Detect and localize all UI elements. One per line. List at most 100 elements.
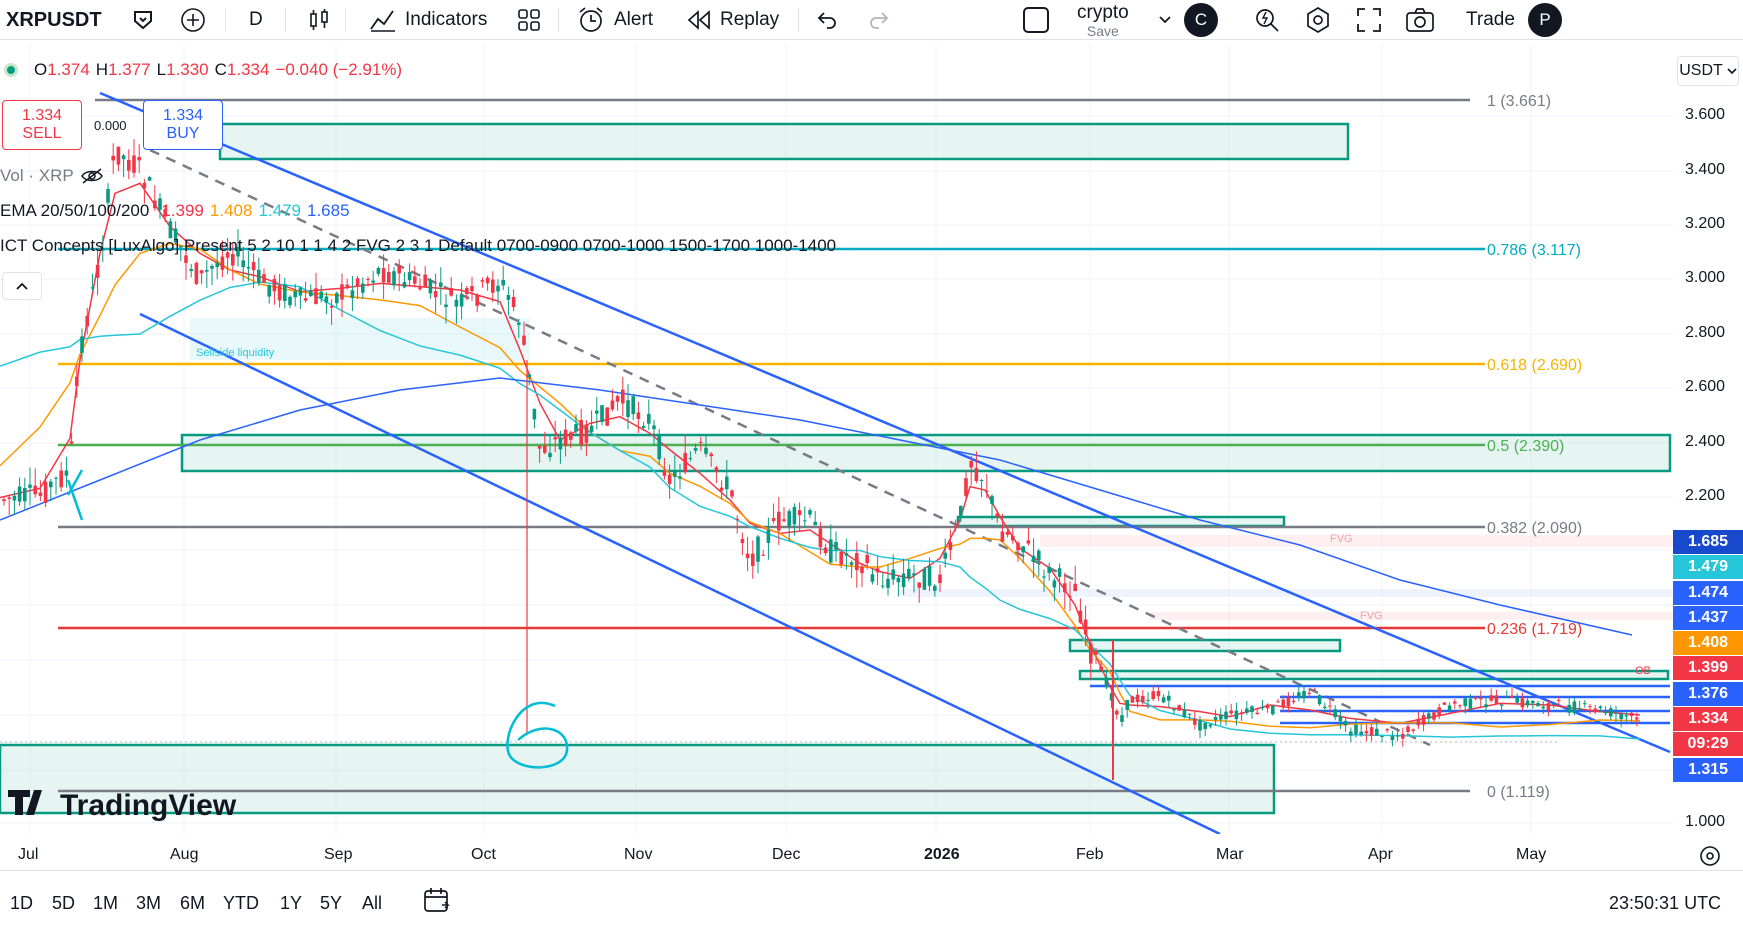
trade-button[interactable]: Trade bbox=[1466, 0, 1515, 40]
range-button-5y[interactable]: 5Y bbox=[320, 893, 343, 913]
price-tag: 1.437 bbox=[1673, 606, 1743, 630]
volume-legend[interactable]: Vol · XRP bbox=[0, 166, 104, 186]
candle-body bbox=[298, 287, 303, 296]
range-button-1d[interactable]: 1D bbox=[10, 893, 34, 913]
utc-clock[interactable]: 23:50:31 UTC bbox=[1609, 893, 1722, 913]
settings-gear-icon[interactable] bbox=[1304, 0, 1332, 40]
candle-body bbox=[751, 553, 755, 567]
fullscreen-icon[interactable] bbox=[1356, 0, 1382, 40]
range-button-ytd[interactable]: YTD bbox=[223, 893, 259, 913]
compare-add-icon[interactable] bbox=[180, 0, 206, 40]
watchlist-add-icon[interactable] bbox=[131, 0, 155, 40]
volume-label: Vol · XRP bbox=[0, 166, 74, 185]
price-chart[interactable]: 1 (3.661) 0.786 (3.117) 0.618 (2.690) 0.5 (… bbox=[0, 44, 1673, 834]
ohlc-change: −0.040 (−2.91%) bbox=[275, 60, 403, 79]
time-axis-settings-icon[interactable] bbox=[1698, 844, 1722, 873]
fib-level-label: 1 (3.661) bbox=[1487, 93, 1551, 110]
chevron-up-icon bbox=[16, 282, 28, 290]
ict-concepts-legend[interactable]: ICT Concepts [LuxAlgo] Present 5 2 10 1 … bbox=[0, 236, 836, 256]
candle-body bbox=[1338, 716, 1343, 722]
candle-body bbox=[1541, 706, 1545, 709]
layout-save-button[interactable]: crypto Save bbox=[1077, 0, 1129, 40]
candle-body bbox=[829, 539, 833, 563]
chart-type-candles-icon[interactable] bbox=[308, 0, 330, 40]
sell-button[interactable]: 1.334 SELL bbox=[2, 100, 82, 150]
candle-body bbox=[1473, 697, 1478, 699]
candle-body bbox=[1146, 699, 1150, 701]
alert-button[interactable]: Alert bbox=[578, 0, 653, 40]
candle-body bbox=[678, 476, 682, 479]
interval-button[interactable]: D bbox=[249, 0, 263, 40]
layout-square-icon[interactable] bbox=[1023, 0, 1049, 40]
candle-body bbox=[1291, 700, 1296, 703]
ema-line bbox=[0, 242, 1641, 729]
bottom-toolbar: 1D 5D 1M 3M 6M YTD 1Y 5Y All 23:50:31 UTC bbox=[0, 870, 1743, 928]
candle-body bbox=[90, 287, 95, 289]
candle-body bbox=[1385, 729, 1389, 731]
indicators-button[interactable]: Indicators bbox=[369, 0, 487, 40]
chevron-down-icon[interactable] bbox=[1158, 0, 1172, 40]
candle-body bbox=[1182, 710, 1187, 718]
range-button-1m[interactable]: 1M bbox=[93, 893, 119, 913]
range-button-3m[interactable]: 3M bbox=[136, 893, 162, 913]
channel-lower-line bbox=[139, 312, 1221, 834]
symbol-name: XRPUSDT bbox=[6, 8, 102, 31]
currency-selector[interactable]: USDT bbox=[1677, 56, 1739, 86]
candle-body bbox=[1551, 703, 1556, 705]
candle-body bbox=[1421, 715, 1426, 725]
candle-body bbox=[1302, 690, 1306, 699]
candle-body bbox=[335, 293, 339, 304]
zone-box bbox=[1068, 638, 1342, 653]
buy-button[interactable]: 1.334 BUY bbox=[143, 100, 223, 150]
undo-icon[interactable] bbox=[816, 0, 838, 40]
go-to-date-icon[interactable] bbox=[422, 885, 452, 920]
range-button-5d[interactable]: 5D bbox=[52, 893, 76, 913]
redo-icon[interactable] bbox=[868, 0, 890, 40]
profile-avatar[interactable]: C bbox=[1184, 0, 1218, 40]
snapshot-camera-icon[interactable] bbox=[1405, 0, 1435, 40]
time-axis-label: Aug bbox=[170, 846, 199, 863]
legend-collapse-button[interactable] bbox=[2, 272, 42, 300]
eye-hidden-icon[interactable] bbox=[80, 167, 104, 185]
candle-body bbox=[454, 299, 459, 307]
candle-body bbox=[231, 253, 235, 266]
candle-body bbox=[1156, 691, 1161, 697]
save-label: Save bbox=[1086, 22, 1119, 39]
candle-body bbox=[257, 269, 261, 283]
candle-body bbox=[392, 271, 396, 286]
candle-body bbox=[246, 266, 251, 269]
price-tag: 1.479 bbox=[1673, 555, 1743, 579]
candle-body bbox=[953, 526, 958, 528]
candle-body bbox=[1406, 726, 1410, 732]
candle-body bbox=[803, 520, 807, 522]
candle-body bbox=[1510, 695, 1514, 698]
candle-body bbox=[225, 252, 230, 258]
sellside-liquidity-label: Sellside liquidity bbox=[196, 347, 275, 359]
quick-search-icon[interactable] bbox=[1253, 0, 1281, 40]
candle-body bbox=[153, 200, 157, 209]
candle-body bbox=[1369, 727, 1374, 736]
price-tick-label: 3.200 bbox=[1685, 215, 1726, 232]
candle-body bbox=[158, 198, 162, 210]
time-axis-label: Nov bbox=[624, 846, 653, 863]
candle-body bbox=[480, 280, 485, 282]
layout-grid-icon[interactable] bbox=[517, 0, 541, 40]
price-tick-label: 3.000 bbox=[1685, 269, 1726, 286]
price-axis[interactable]: USDT bbox=[1673, 44, 1743, 834]
ema-legend[interactable]: EMA 20/50/100/200 1.399 1.408 1.479 1.68… bbox=[0, 201, 350, 221]
candle-body bbox=[324, 296, 329, 303]
account-avatar[interactable]: P bbox=[1528, 0, 1562, 40]
price-tag: 1.685 bbox=[1673, 530, 1743, 554]
symbol-search[interactable]: XRPUSDT bbox=[6, 0, 102, 40]
range-button-6m[interactable]: 6M bbox=[180, 893, 206, 913]
candle-body bbox=[745, 553, 750, 559]
price-tick-label: 3.600 bbox=[1685, 106, 1726, 123]
range-button-all[interactable]: All bbox=[362, 893, 383, 913]
range-button-1y[interactable]: 1Y bbox=[280, 893, 303, 913]
replay-button[interactable]: Replay bbox=[686, 0, 779, 40]
candle-body bbox=[418, 287, 422, 290]
candle-body bbox=[283, 284, 287, 301]
candle-body bbox=[1224, 711, 1228, 720]
time-axis[interactable]: Jul Aug Sep Oct Nov Dec 2026 Feb Mar Apr May bbox=[0, 834, 1673, 870]
candle-body bbox=[1588, 706, 1592, 708]
